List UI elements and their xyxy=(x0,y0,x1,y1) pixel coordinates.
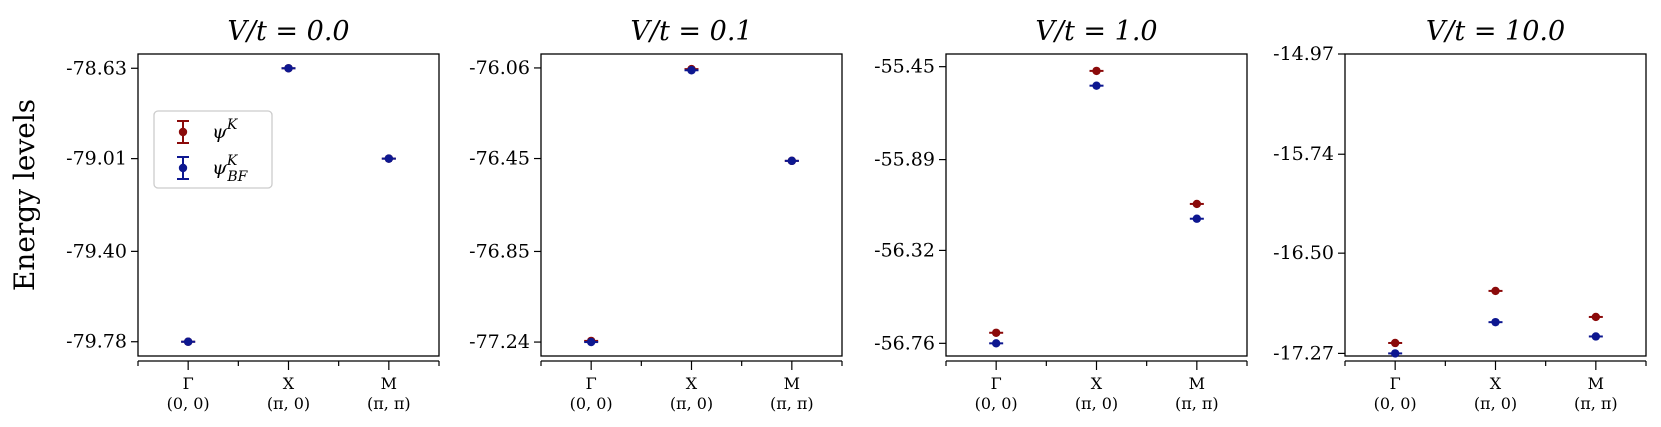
plot-frame xyxy=(1344,53,1647,357)
panel-title: V/t = 0.0 xyxy=(227,16,349,47)
data-point xyxy=(1192,214,1202,223)
x-tick-sublabel: (π, 0) xyxy=(670,394,713,413)
y-tick-label: -76.45 xyxy=(469,148,530,170)
y-tick-label: -55.89 xyxy=(874,149,935,171)
y-tick-label: -76.06 xyxy=(469,57,530,79)
x-tick-sublabel: (π, π) xyxy=(367,394,411,413)
y-tick-label: -79.40 xyxy=(66,240,127,262)
legend-marker-dot xyxy=(178,163,188,173)
data-point xyxy=(1390,349,1400,358)
data-point xyxy=(991,339,1001,348)
x-tick-sublabel: (π, π) xyxy=(1175,394,1219,413)
data-point xyxy=(991,328,1001,337)
data-point xyxy=(183,337,193,346)
x-tick-sublabel: (0, 0) xyxy=(1374,394,1417,413)
y-tick-label: -15.74 xyxy=(1273,143,1334,165)
y-tick-label: -17.27 xyxy=(1273,342,1334,364)
x-tick-label: Γ xyxy=(991,374,1002,393)
data-point xyxy=(586,337,596,347)
y-tick-label: -16.50 xyxy=(1273,242,1334,264)
x-tick-sublabel: (π, π) xyxy=(770,394,814,413)
x-tick-label: M xyxy=(1588,374,1604,393)
data-point xyxy=(1591,332,1601,341)
x-tick-sublabel: (π, 0) xyxy=(1474,394,1517,413)
data-point xyxy=(1092,66,1101,76)
x-tick-label: Γ xyxy=(586,374,597,393)
data-point xyxy=(687,66,696,75)
panels: V/t = 0.0-78.63-79.01-79.40-79.78Γ(0, 0)… xyxy=(66,16,1647,413)
x-tick-sublabel: (π, 0) xyxy=(1075,394,1118,413)
data-point xyxy=(1092,81,1101,90)
y-tick-label: -14.97 xyxy=(1273,43,1334,65)
x-tick-label: X xyxy=(1091,374,1103,393)
x-tick-label: X xyxy=(686,374,698,393)
x-tick-sublabel: (0, 0) xyxy=(570,394,613,413)
data-point xyxy=(1390,338,1400,348)
x-tick-sublabel: (π, 0) xyxy=(267,394,310,413)
panel-title: V/t = 1.0 xyxy=(1035,16,1157,47)
chart-panel-2: V/t = 1.0 -55.45 -55.89 -56.32 -56.76 Γ(0, 0)… xyxy=(874,16,1248,413)
data-point xyxy=(1192,199,1202,209)
x-tick-label: Γ xyxy=(183,374,194,393)
y-tick-label: -77.24 xyxy=(469,331,530,353)
x-tick-label: Γ xyxy=(1390,374,1401,393)
x-tick-label: X xyxy=(1490,374,1502,393)
y-tick-label: -78.63 xyxy=(66,57,127,79)
data-point xyxy=(787,156,797,166)
chart-panel-3: V/t = 10.0 -14.97 -15.74 -16.50 -17.27 Γ(0, 0… xyxy=(1273,16,1647,413)
x-tick-label: M xyxy=(381,374,397,393)
y-tick-label: -79.01 xyxy=(66,148,127,170)
y-tick-label: -76.85 xyxy=(469,240,530,262)
data-point xyxy=(384,154,394,163)
x-tick-label: M xyxy=(784,374,800,393)
plot-frame xyxy=(137,53,440,357)
y-axis-label: Energy levels xyxy=(8,99,41,291)
y-tick-label: -79.78 xyxy=(66,331,127,353)
x-tick-label: X xyxy=(283,374,295,393)
y-tick-label: -56.32 xyxy=(874,239,935,261)
chart-panel-1: V/t = 0.1 -76.06 -76.45 -76.85 -77.24 Γ(0, 0)… xyxy=(469,16,843,413)
y-tick-label: -55.45 xyxy=(874,56,935,78)
x-tick-sublabel: (0, 0) xyxy=(167,394,210,413)
data-point xyxy=(1491,317,1500,327)
plot-frame xyxy=(540,53,843,357)
x-tick-sublabel: (0, 0) xyxy=(975,394,1018,413)
panel-title: V/t = 10.0 xyxy=(1426,16,1565,47)
x-tick-label: M xyxy=(1189,374,1205,393)
data-point xyxy=(1491,286,1500,296)
data-point xyxy=(284,64,293,73)
chart-panel-0: V/t = 0.0 -78.63 -79.01 -79.40 -79.78 Γ(0, 0)… xyxy=(66,16,440,413)
plot-frame xyxy=(945,53,1248,357)
legend-marker-dot xyxy=(178,127,188,137)
panel-title: V/t = 0.1 xyxy=(630,16,752,47)
data-point xyxy=(1591,312,1601,322)
x-tick-sublabel: (π, π) xyxy=(1574,394,1618,413)
y-tick-label: -56.76 xyxy=(874,332,935,354)
